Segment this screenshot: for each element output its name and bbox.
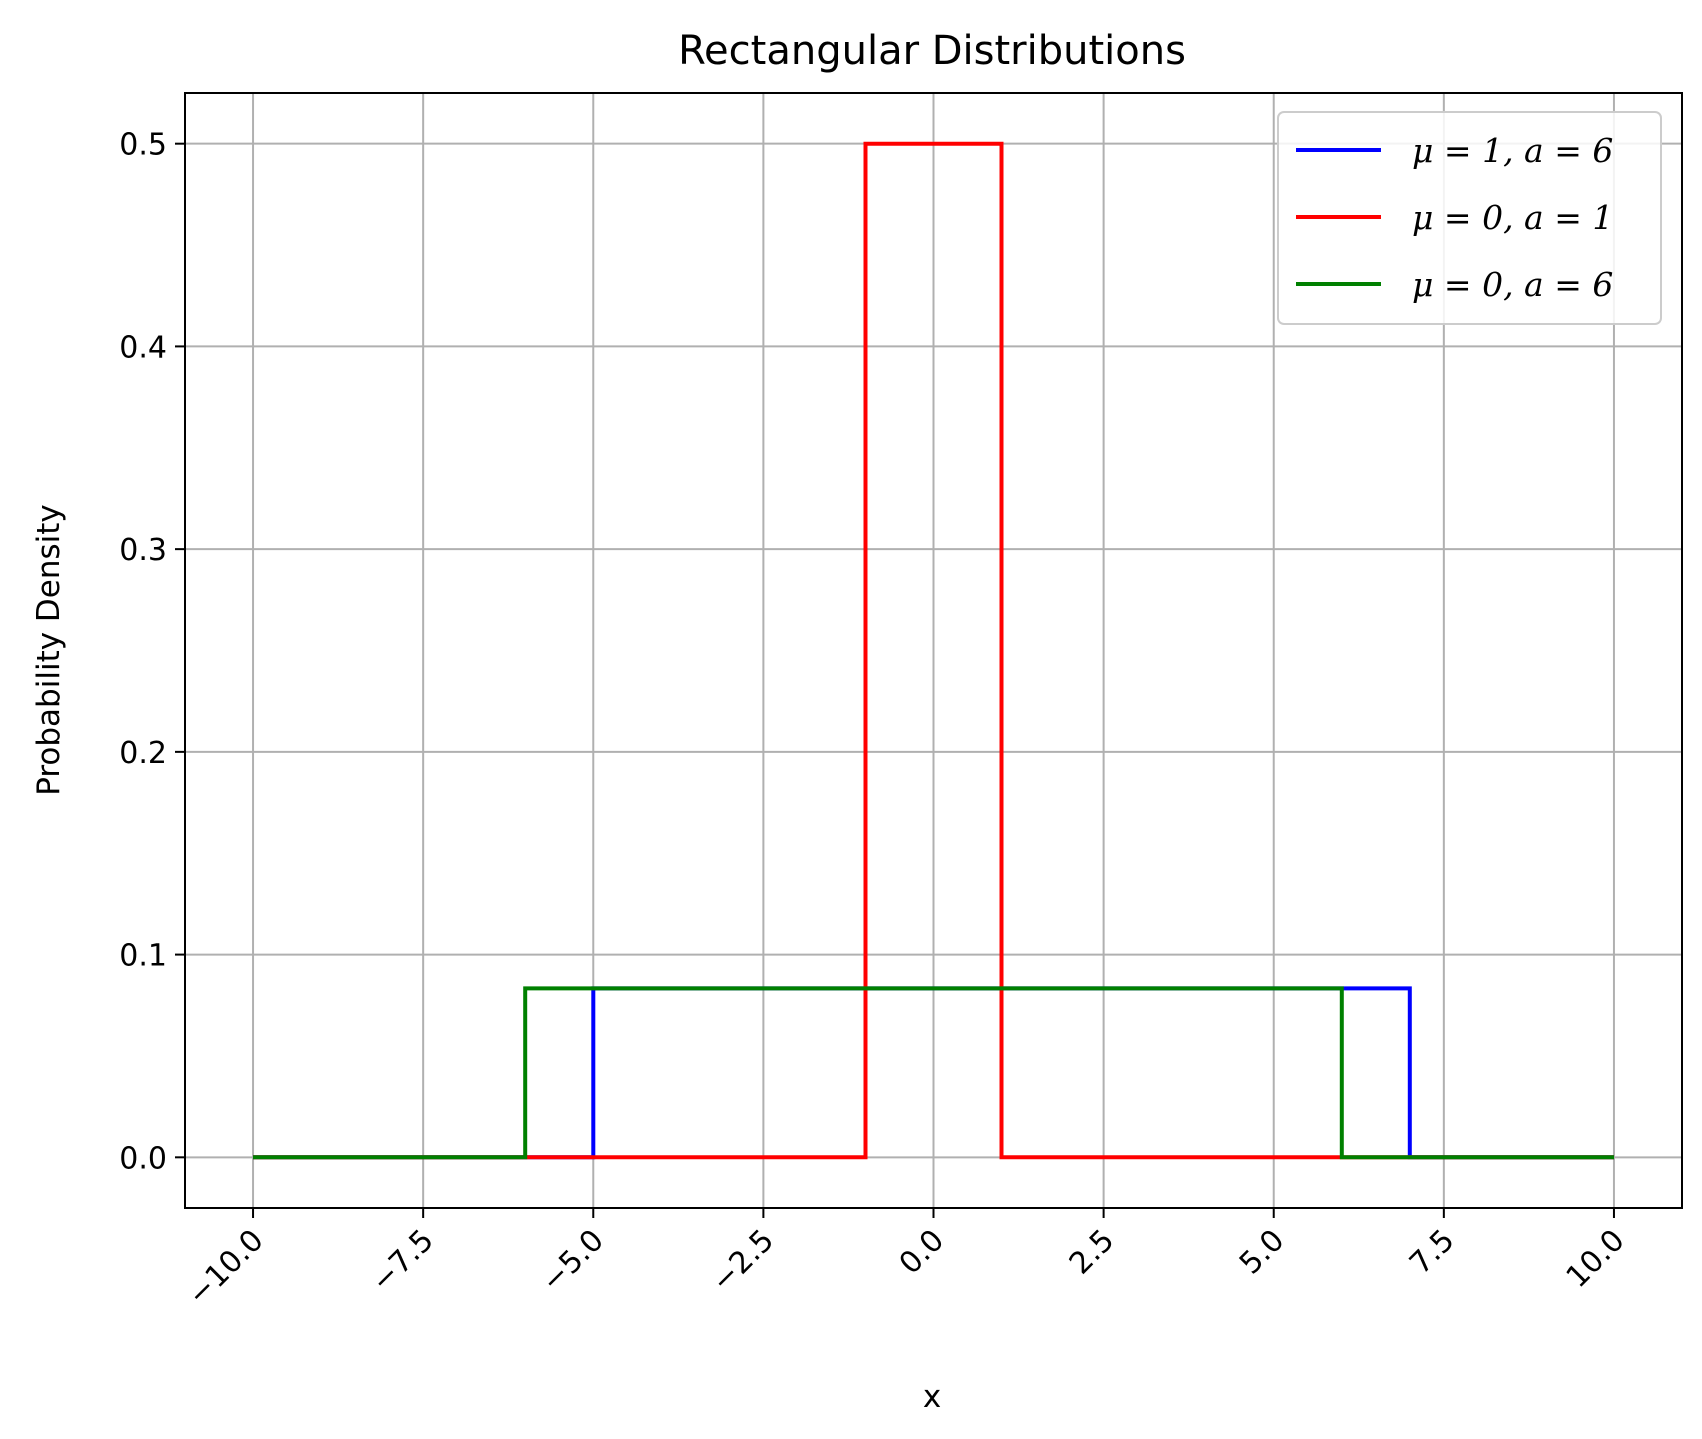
legend-box bbox=[1277, 111, 1662, 325]
legend-label-2: μ = 0, a = 1 bbox=[1412, 198, 1613, 237]
y-tick-label: 0.2 bbox=[119, 736, 167, 771]
y-tick-label: 0.3 bbox=[119, 533, 167, 568]
legend-label-3: μ = 0, a = 6 bbox=[1412, 265, 1613, 304]
y-tick-label: 0.5 bbox=[119, 128, 167, 163]
y-tick-label: 0.4 bbox=[119, 330, 167, 365]
series-line-3 bbox=[253, 986, 1614, 1160]
series-line-2 bbox=[253, 141, 1614, 1160]
legend-label-1: μ = 1, a = 6 bbox=[1412, 131, 1613, 170]
legend: μ = 1, a = 6 μ = 0, a = 1 μ = 0, a = 6 bbox=[1277, 111, 1662, 325]
y-axis-ticks: 0.0 0.1 0.2 0.3 0.4 0.5 bbox=[119, 128, 185, 1176]
chart-title: Rectangular Distributions bbox=[678, 28, 1186, 74]
x-axis-label: x bbox=[923, 1379, 941, 1415]
y-tick-label: 0.1 bbox=[119, 939, 167, 974]
plot-lines bbox=[253, 141, 1614, 1160]
y-axis-label: Probability Density bbox=[31, 504, 67, 796]
y-tick-label: 0.0 bbox=[119, 1141, 167, 1176]
